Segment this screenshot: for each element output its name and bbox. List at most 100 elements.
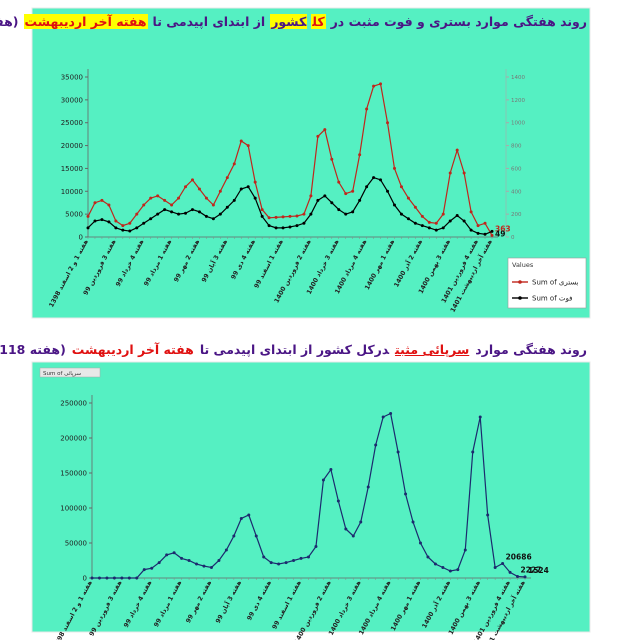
point — [392, 166, 396, 170]
point — [396, 450, 400, 454]
point — [157, 561, 161, 565]
data-label: 2227 — [521, 565, 542, 574]
point — [386, 121, 390, 125]
point — [469, 228, 473, 232]
point — [441, 226, 445, 230]
point — [365, 107, 369, 111]
point — [232, 534, 236, 538]
point — [302, 212, 306, 216]
point — [224, 548, 228, 552]
point — [239, 187, 243, 191]
point — [351, 210, 355, 214]
title-part: از ابتدای اپیدمی تا — [152, 14, 266, 29]
point — [420, 214, 424, 218]
legend-marker — [518, 296, 522, 300]
point — [404, 492, 408, 496]
point — [187, 559, 191, 562]
point — [426, 555, 430, 559]
point — [418, 541, 422, 545]
point — [448, 171, 452, 175]
point — [337, 208, 341, 212]
title-part: (هفته 118) — [0, 14, 19, 29]
y-tick-label: 200000 — [60, 435, 87, 443]
point — [413, 205, 417, 209]
y2-tick-label: 200 — [511, 212, 522, 218]
point — [262, 555, 266, 559]
y2-tick-label: 400 — [511, 189, 522, 195]
title-part: روند هفتگی موارد بستری و فوت مثبت در — [330, 14, 587, 29]
point — [463, 548, 467, 552]
title-part: هفته آخر اردیبهشت — [23, 14, 148, 29]
point — [420, 224, 424, 228]
point — [239, 517, 243, 520]
title-part: کل — [311, 14, 326, 29]
point — [142, 221, 146, 225]
point — [142, 203, 146, 207]
y-tick-label: 15000 — [61, 165, 83, 173]
y2-tick-label: 0 — [511, 235, 515, 241]
point — [330, 157, 334, 161]
point — [483, 221, 487, 225]
point — [323, 194, 327, 198]
point — [93, 219, 97, 223]
point — [433, 562, 437, 566]
y2-tick-label: 800 — [511, 144, 522, 150]
point — [209, 566, 213, 569]
point — [471, 450, 475, 454]
point — [413, 221, 417, 225]
point — [456, 568, 460, 572]
title-part: سرپائی مثبت — [395, 342, 470, 357]
point — [372, 176, 376, 180]
data-label: 363 — [495, 224, 511, 233]
y2-tick-label: 1400 — [511, 75, 525, 81]
point — [441, 566, 445, 569]
point — [190, 208, 194, 212]
point — [399, 212, 403, 216]
point — [366, 485, 370, 489]
point — [314, 545, 318, 548]
point — [309, 212, 313, 216]
data-label: 1524 — [528, 566, 549, 575]
title-part: روند هفتگی موارد — [475, 342, 587, 357]
point — [156, 194, 160, 198]
point — [281, 226, 285, 230]
point — [302, 221, 306, 225]
point — [170, 210, 174, 214]
point — [358, 153, 362, 157]
point — [288, 214, 292, 218]
point — [344, 192, 348, 196]
legend-label: Sum of فوت — [532, 295, 572, 303]
point — [476, 231, 480, 235]
point — [172, 551, 176, 555]
point — [93, 201, 97, 205]
point — [204, 196, 208, 200]
point — [374, 443, 378, 447]
point — [523, 575, 527, 579]
point — [107, 203, 111, 207]
point — [274, 215, 278, 219]
point — [372, 84, 376, 88]
point — [351, 189, 355, 193]
point — [239, 139, 243, 143]
point — [406, 196, 410, 200]
point — [392, 203, 396, 207]
point — [260, 214, 264, 218]
title-part: درکل کشور از ابتدای اپیدمی تا — [199, 342, 390, 357]
point — [344, 212, 348, 216]
point — [478, 415, 482, 419]
point — [135, 212, 139, 216]
point — [86, 226, 90, 230]
point — [274, 226, 278, 230]
point — [389, 412, 393, 415]
point — [163, 208, 167, 212]
point — [100, 218, 104, 222]
title-part: (هفته 118) — [0, 342, 66, 357]
point — [441, 212, 445, 216]
point — [292, 559, 296, 562]
point — [127, 576, 131, 580]
point — [455, 148, 459, 152]
point — [254, 534, 258, 538]
point — [121, 228, 125, 232]
point — [295, 214, 299, 218]
y-tick-label: 25000 — [61, 119, 83, 127]
